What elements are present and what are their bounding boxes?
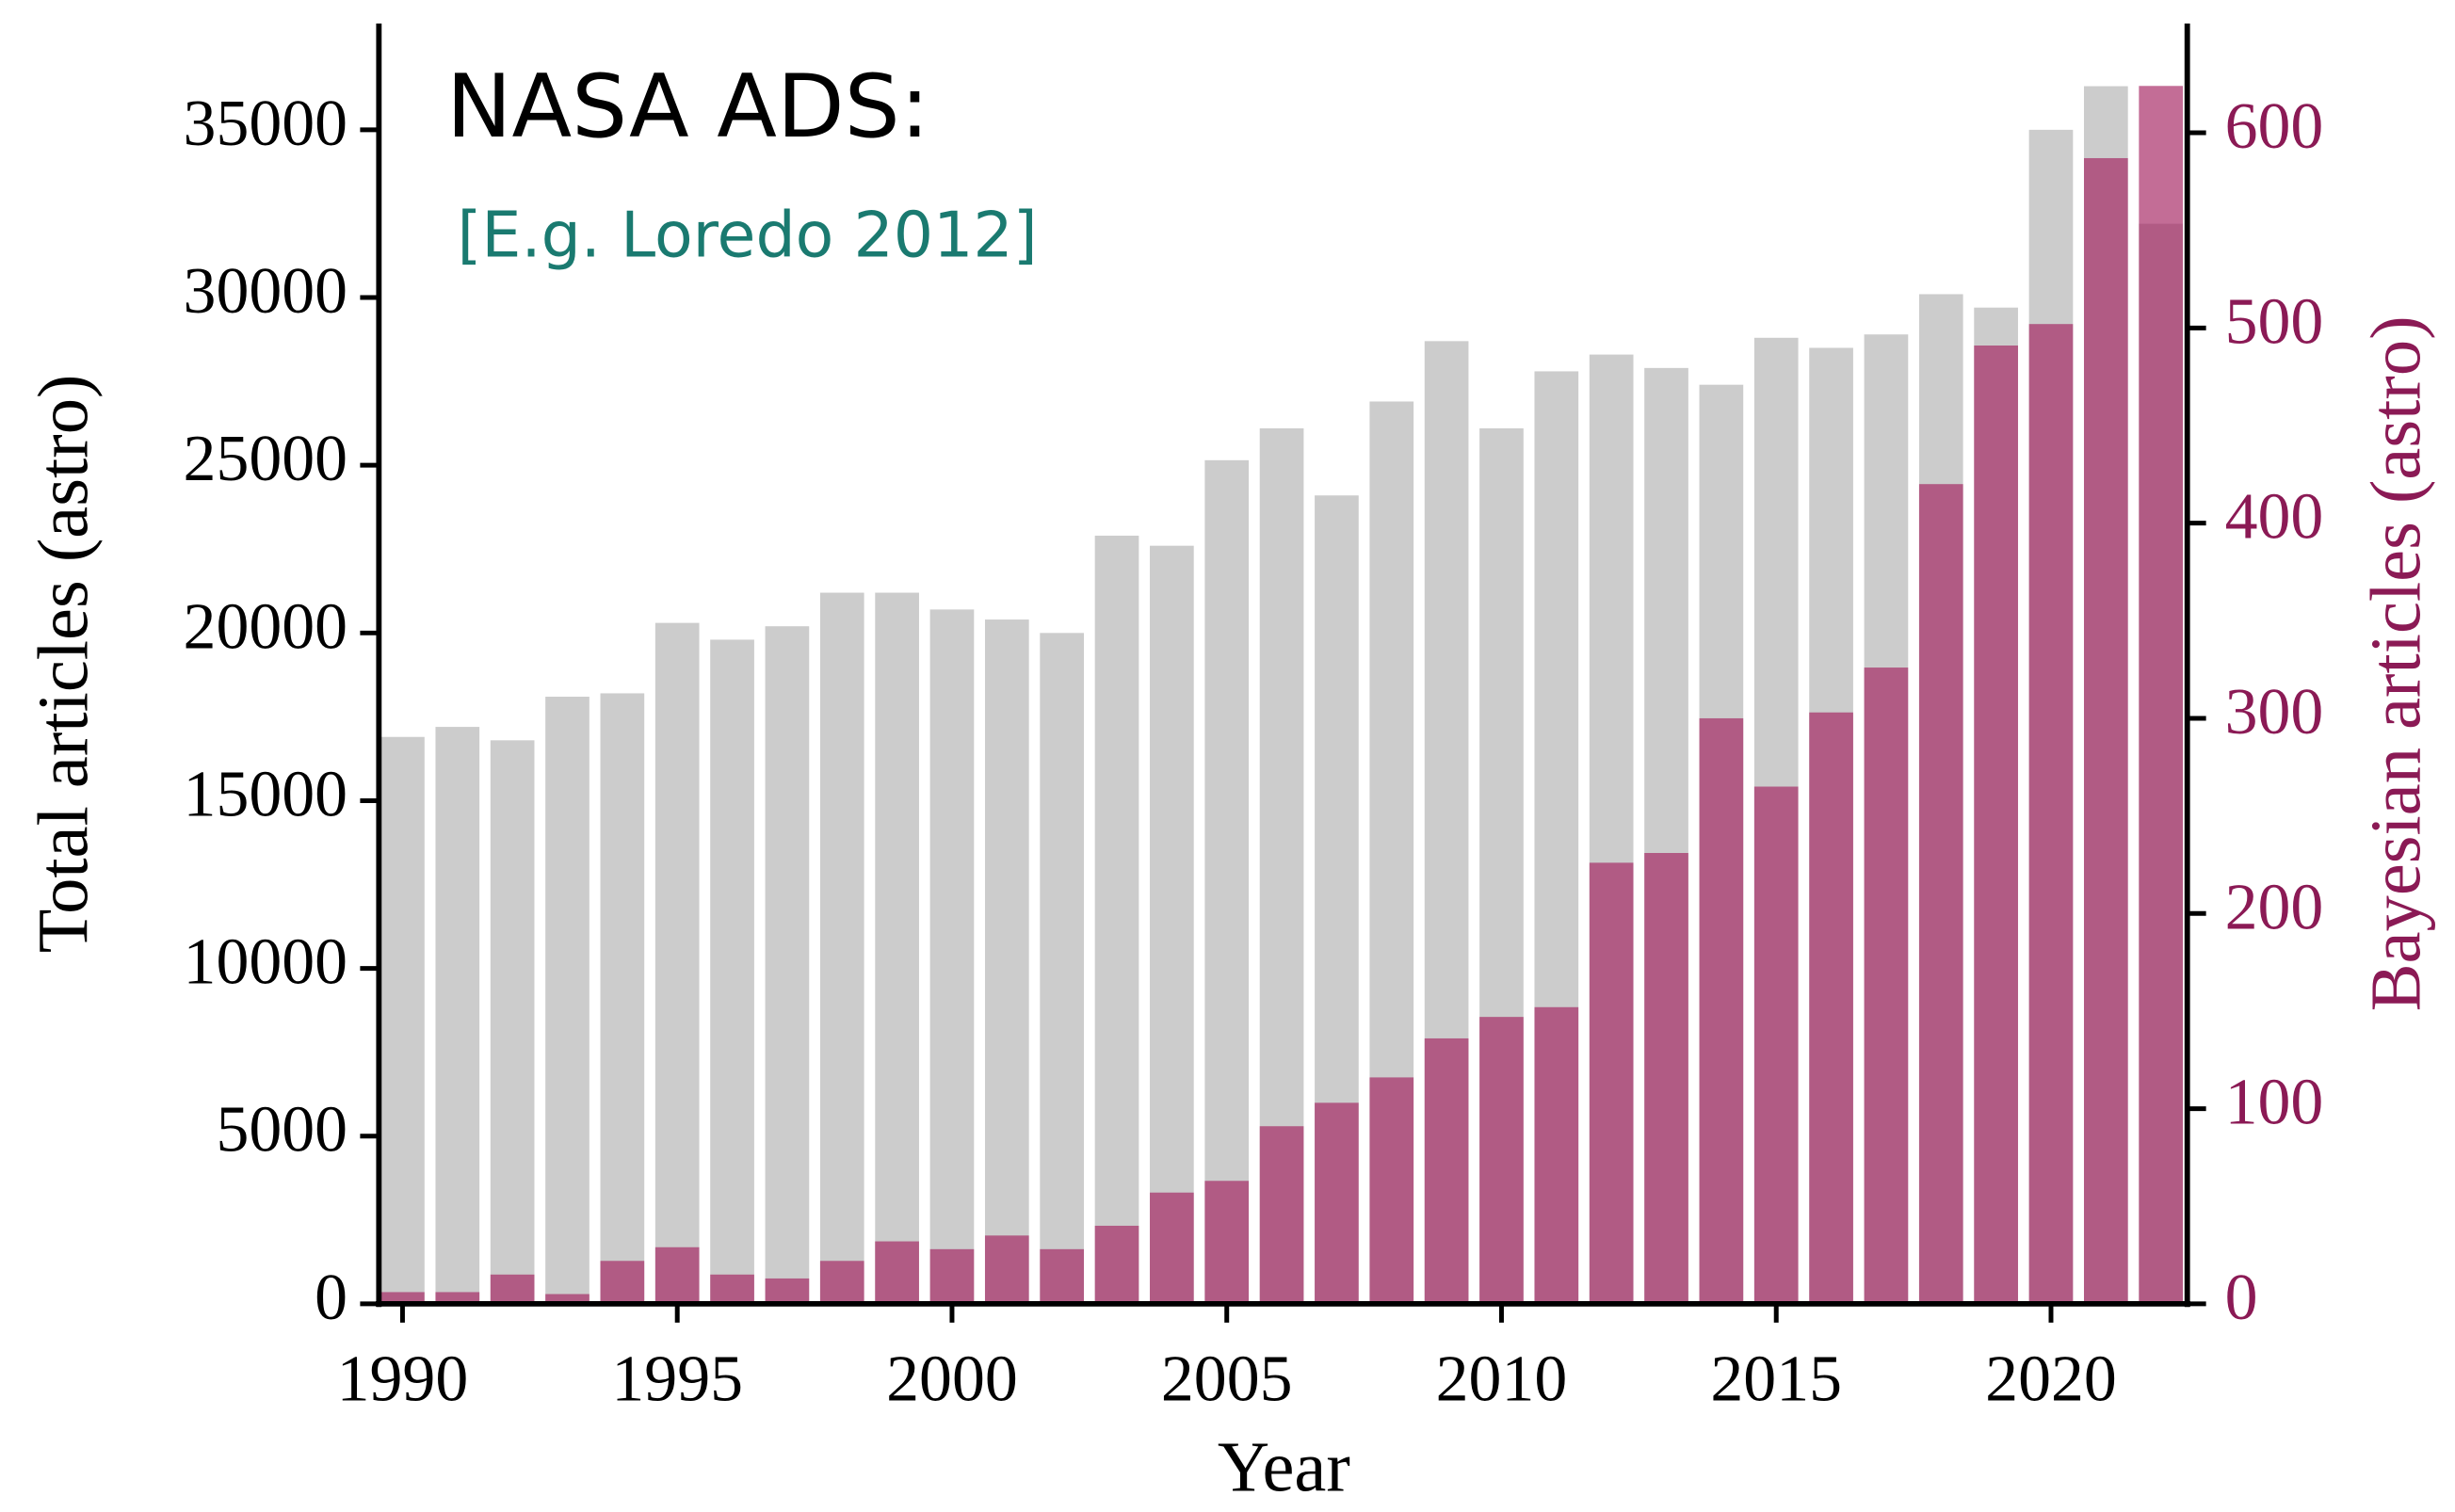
annotation: [E.g. Loredo 2012] xyxy=(457,198,1037,271)
bar xyxy=(1094,1225,1139,1304)
bar xyxy=(1150,1192,1194,1304)
bar xyxy=(819,1261,864,1304)
bar xyxy=(984,619,1029,1304)
bar xyxy=(875,592,919,1304)
bar xyxy=(1369,1077,1414,1304)
bar xyxy=(1699,717,1744,1304)
bar xyxy=(1974,345,2018,1304)
bar xyxy=(929,609,975,1304)
annotation: NASA ADS: xyxy=(446,56,929,157)
bar xyxy=(929,1248,975,1304)
y2-tick-label: 200 xyxy=(2225,871,2324,943)
bar xyxy=(1644,853,1688,1304)
x-axis-label: Year xyxy=(1218,1427,1350,1507)
x-tick-label: 2010 xyxy=(1436,1343,1568,1415)
y-tick-label: 5000 xyxy=(216,1094,347,1166)
bar xyxy=(1753,786,1799,1304)
bar xyxy=(1040,1248,1085,1304)
bar xyxy=(2139,86,2184,1304)
y-tick-label: 15000 xyxy=(184,758,348,830)
bar xyxy=(875,1241,919,1304)
bar xyxy=(1259,1126,1304,1304)
bar xyxy=(765,1278,810,1304)
y-tick-label: 30000 xyxy=(184,255,348,328)
bar xyxy=(380,736,425,1304)
bar xyxy=(1589,862,1634,1304)
bar xyxy=(819,592,864,1304)
y-tick-label: 20000 xyxy=(184,590,348,663)
x-tick-label: 2015 xyxy=(1710,1343,1842,1415)
bar xyxy=(1864,668,1909,1304)
y-tick-label: 10000 xyxy=(184,926,348,999)
bar xyxy=(1534,1006,1579,1304)
bar xyxy=(1809,712,1853,1304)
bar xyxy=(490,740,535,1304)
bar xyxy=(654,622,700,1304)
bar xyxy=(1040,633,1085,1304)
bar xyxy=(1918,484,1963,1304)
bars xyxy=(380,86,2184,1304)
y2-tick-label: 600 xyxy=(2225,90,2324,163)
x-tick-label: 2020 xyxy=(1985,1343,2117,1415)
y2-tick-label: 100 xyxy=(2225,1067,2324,1139)
bar xyxy=(710,639,754,1304)
x-tick-label: 2005 xyxy=(1161,1343,1293,1415)
bar xyxy=(2028,324,2074,1304)
bar xyxy=(1315,1102,1359,1304)
y-tick-label: 35000 xyxy=(184,88,348,160)
x-tick-label: 2000 xyxy=(886,1343,1018,1415)
bar xyxy=(765,626,810,1304)
y-axis-label: Total articles (astro) xyxy=(23,375,103,954)
bar xyxy=(710,1274,754,1304)
bar xyxy=(600,693,645,1304)
y-tick-label: 0 xyxy=(315,1262,347,1334)
bar xyxy=(1479,1017,1524,1304)
y2-axis-label: Bayesian articles (astro) xyxy=(2356,315,2436,1011)
bar xyxy=(380,1292,425,1304)
bar xyxy=(1204,1181,1250,1304)
y2-tick-label: 0 xyxy=(2225,1262,2258,1334)
y-tick-label: 25000 xyxy=(184,423,348,495)
bar xyxy=(600,1261,645,1304)
bar xyxy=(1094,535,1139,1304)
bar xyxy=(654,1247,700,1304)
y2-tick-label: 500 xyxy=(2225,285,2324,358)
x-tick-label: 1995 xyxy=(611,1343,743,1415)
bar xyxy=(435,727,480,1304)
x-tick-label: 1990 xyxy=(337,1343,469,1415)
bar xyxy=(1424,1037,1469,1304)
y2-tick-label: 400 xyxy=(2225,481,2324,554)
y2-tick-label: 300 xyxy=(2225,676,2324,748)
bar xyxy=(545,1294,590,1304)
bar xyxy=(984,1235,1029,1304)
bar xyxy=(435,1292,480,1304)
bar xyxy=(490,1274,535,1304)
bar xyxy=(1204,459,1250,1304)
bar xyxy=(2083,157,2128,1304)
bar xyxy=(1150,545,1194,1304)
bar xyxy=(545,697,590,1304)
